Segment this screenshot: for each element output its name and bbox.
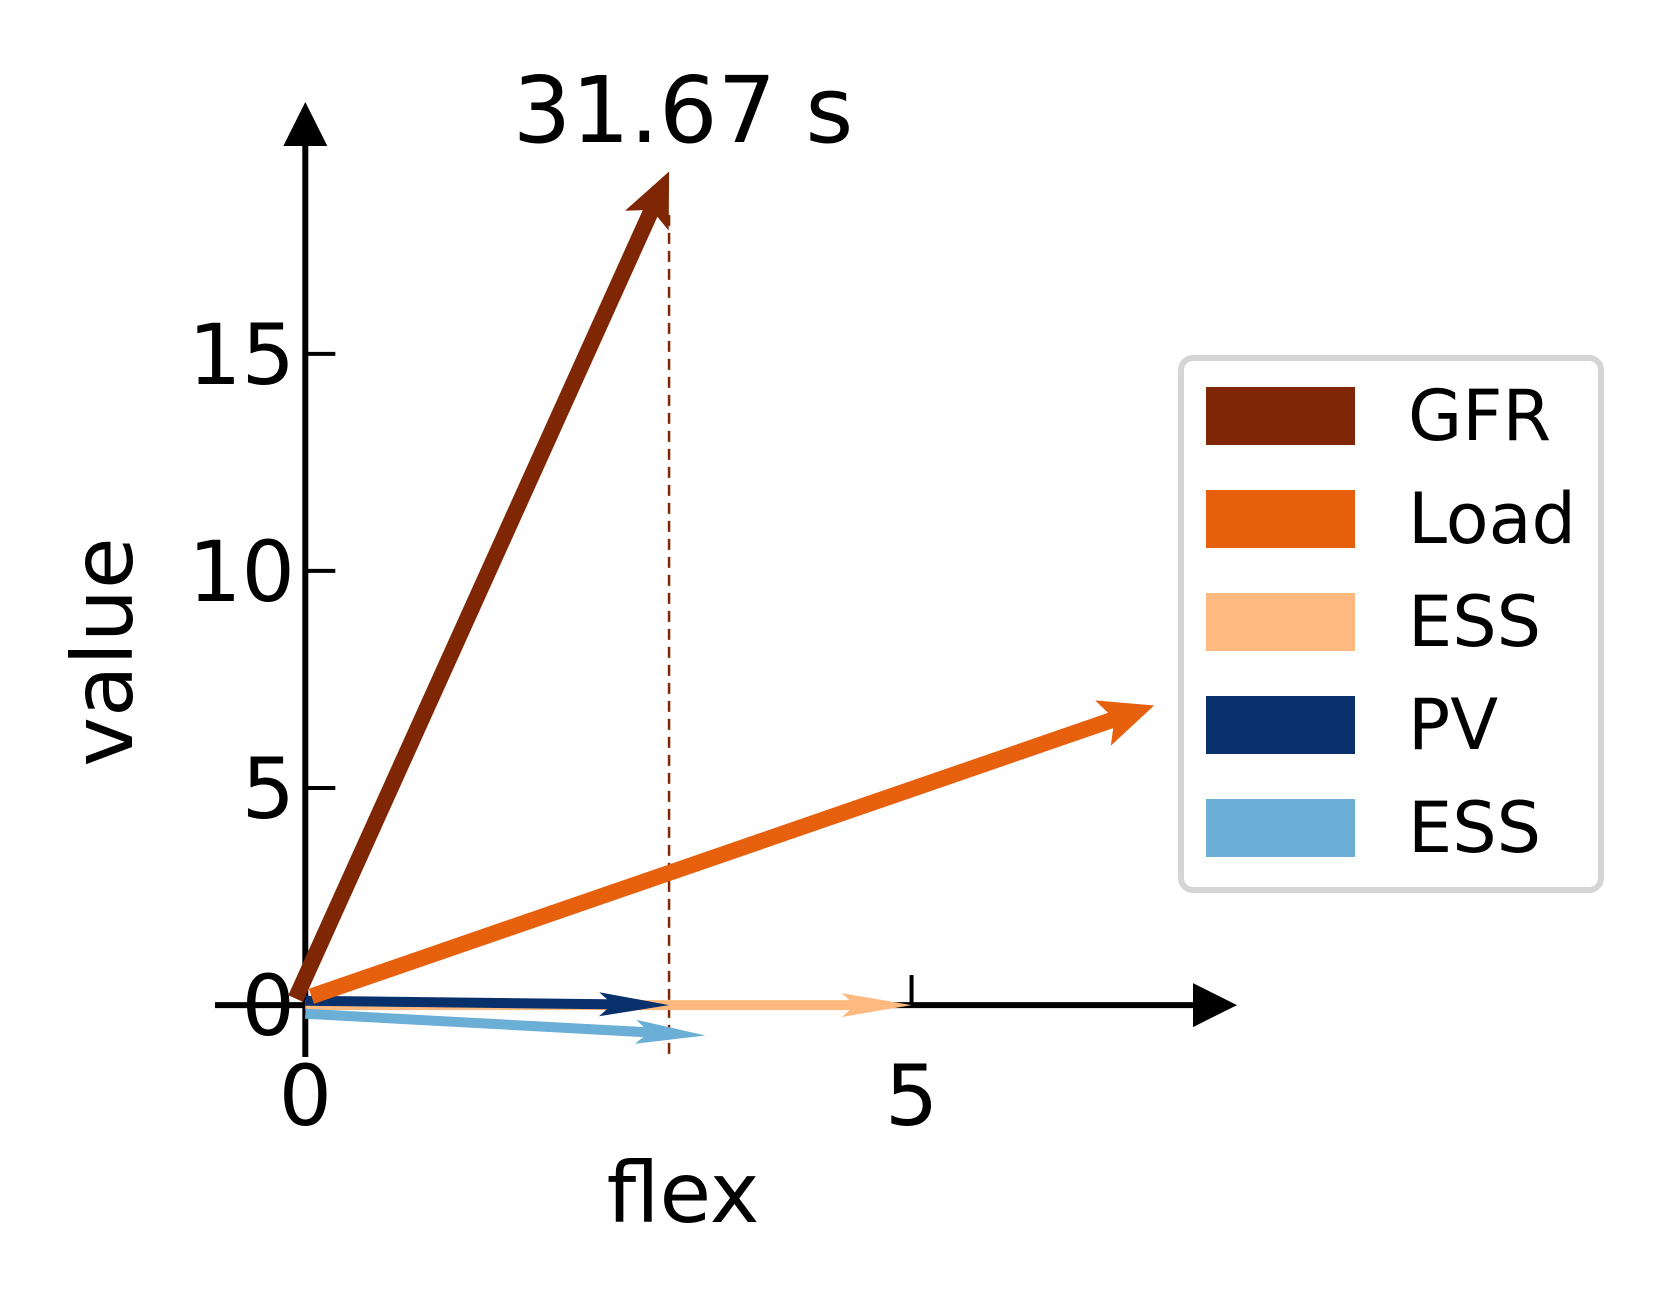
quiver-arrow-ess — [305, 1008, 706, 1044]
chart-title: 31.67 s — [513, 57, 854, 164]
legend-label: ESS — [1408, 581, 1541, 663]
legend-label: PV — [1408, 684, 1498, 766]
x-axis-label: flex — [607, 1144, 760, 1242]
quiver-arrow-gfr — [288, 171, 670, 1002]
legend-swatch — [1206, 387, 1355, 445]
y-tick-label: 10 — [188, 523, 295, 621]
legend-swatch — [1206, 799, 1355, 857]
plot-area: 0 5 0 5 10 15 GFR Load ESS PV ESS — [188, 102, 1604, 1145]
legend-label: GFR — [1408, 375, 1551, 457]
legend-label: Load — [1408, 478, 1576, 560]
y-tick-label: 15 — [188, 306, 295, 404]
y-tick-label: 5 — [242, 740, 295, 838]
y-tick-label: 0 — [242, 957, 295, 1055]
quiver-arrow-load — [308, 700, 1155, 1004]
legend-swatch — [1206, 593, 1355, 651]
legend-label: ESS — [1408, 787, 1541, 869]
y-axis-label: value — [54, 537, 152, 766]
legend-swatch — [1206, 696, 1355, 754]
x-tick-label: 5 — [885, 1047, 938, 1145]
x-axis-arrowhead — [1193, 983, 1237, 1028]
legend-swatch — [1206, 490, 1355, 548]
quiver-arrow-pv — [305, 992, 670, 1017]
y-axis-arrowhead — [283, 102, 328, 146]
x-tick-label: 0 — [279, 1047, 332, 1145]
legend: GFR Load ESS PV ESS — [1178, 355, 1604, 893]
